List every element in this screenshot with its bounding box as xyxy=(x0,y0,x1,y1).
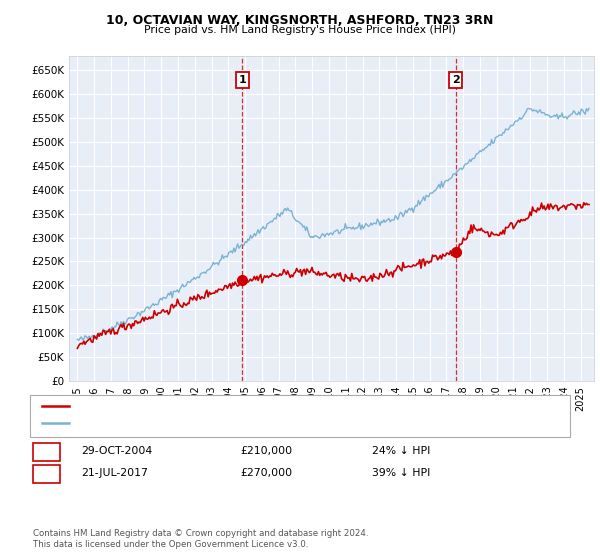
Text: £270,000: £270,000 xyxy=(240,468,292,478)
Text: 39% ↓ HPI: 39% ↓ HPI xyxy=(372,468,430,478)
Text: 2: 2 xyxy=(452,75,460,85)
Text: 24% ↓ HPI: 24% ↓ HPI xyxy=(372,446,430,456)
Text: 10, OCTAVIAN WAY, KINGSNORTH, ASHFORD, TN23 3RN: 10, OCTAVIAN WAY, KINGSNORTH, ASHFORD, T… xyxy=(106,14,494,27)
Text: 10, OCTAVIAN WAY, KINGSNORTH, ASHFORD, TN23 3RN (detached house): 10, OCTAVIAN WAY, KINGSNORTH, ASHFORD, T… xyxy=(72,401,440,411)
Text: Price paid vs. HM Land Registry's House Price Index (HPI): Price paid vs. HM Land Registry's House … xyxy=(144,25,456,35)
Text: £210,000: £210,000 xyxy=(240,446,292,456)
Text: HPI: Average price, detached house, Ashford: HPI: Average price, detached house, Ashf… xyxy=(72,418,295,428)
Text: 2: 2 xyxy=(43,468,50,478)
Text: 1: 1 xyxy=(43,446,50,456)
Text: 29-OCT-2004: 29-OCT-2004 xyxy=(81,446,152,456)
Text: 21-JUL-2017: 21-JUL-2017 xyxy=(81,468,148,478)
Text: Contains HM Land Registry data © Crown copyright and database right 2024.
This d: Contains HM Land Registry data © Crown c… xyxy=(33,529,368,549)
Text: 1: 1 xyxy=(238,75,246,85)
